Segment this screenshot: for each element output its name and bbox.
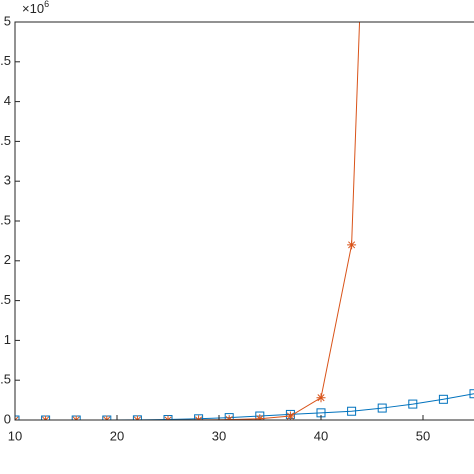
data-point <box>377 403 387 413</box>
data-point <box>347 406 357 416</box>
y-multiplier-base: ×10 <box>22 1 44 16</box>
x-tick-label: 50 <box>416 428 430 443</box>
x-tick-label: 20 <box>110 428 124 443</box>
y-tick-label: 1 <box>4 332 11 347</box>
y-tick-label: 5 <box>4 13 11 28</box>
y-tick-label: 0 <box>4 411 11 426</box>
y-tick-label: 2 <box>4 252 11 267</box>
y-tick-label: 2.5 <box>0 212 11 227</box>
y-tick-label: 1.5 <box>0 292 11 307</box>
y-tick-label: 3 <box>4 173 11 188</box>
data-point <box>438 394 448 404</box>
data-point <box>255 411 265 420</box>
y-tick-label: 4.5 <box>0 53 11 68</box>
data-point <box>224 413 234 420</box>
asterisk-marker <box>255 414 265 420</box>
data-point <box>285 411 295 420</box>
x-tick-label: 10 <box>8 428 22 443</box>
y-tick-label: 0.5 <box>0 372 11 387</box>
x-tick-label: 30 <box>212 428 226 443</box>
square-marker <box>224 413 234 420</box>
square-marker <box>194 414 204 420</box>
y-multiplier-exponent: 6 <box>44 0 49 9</box>
square-marker <box>438 394 448 404</box>
square-marker <box>408 399 418 409</box>
asterisk-marker <box>316 393 326 403</box>
data-point <box>255 414 265 420</box>
data-point <box>408 399 418 409</box>
y-multiplier: ×106 <box>22 0 49 16</box>
asterisk-marker <box>347 240 357 250</box>
square-marker <box>255 411 265 420</box>
data-point <box>469 389 474 399</box>
square-marker <box>347 406 357 416</box>
data-point <box>316 393 326 403</box>
data-point <box>194 414 204 420</box>
square-marker <box>469 389 474 399</box>
series-line <box>15 393 474 420</box>
data-point <box>347 240 357 250</box>
asterisk-marker <box>285 411 295 420</box>
square-marker <box>377 403 387 413</box>
x-tick-label: 40 <box>314 428 328 443</box>
y-tick-label: 4 <box>4 93 11 108</box>
y-tick-label: 3.5 <box>0 133 11 148</box>
